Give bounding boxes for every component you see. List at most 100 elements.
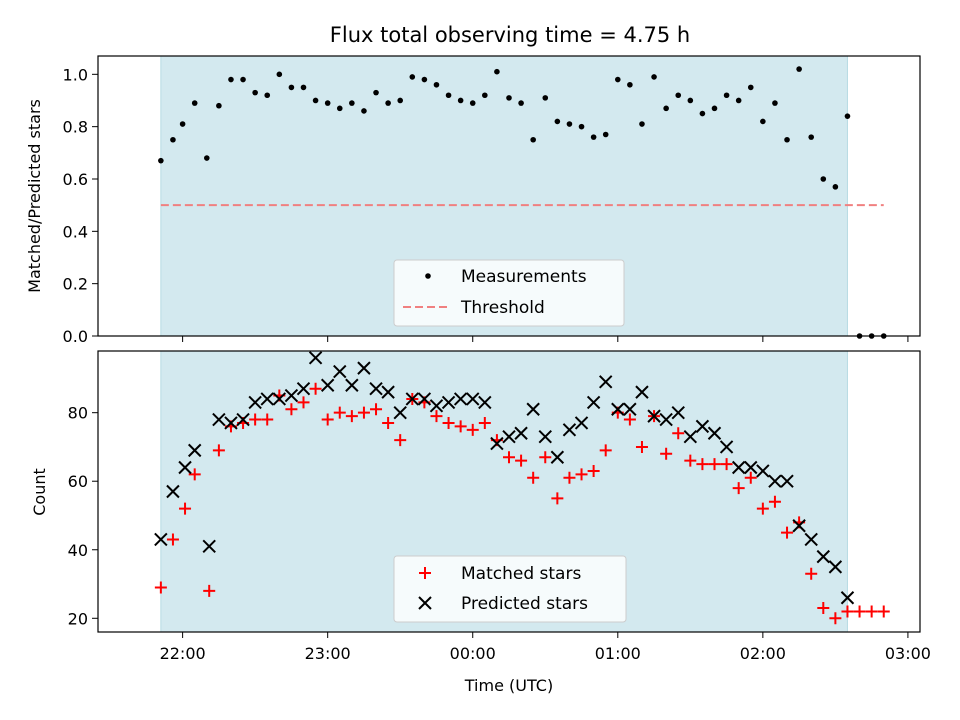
matched-star-point bbox=[394, 434, 407, 447]
y-tick-label: 1.0 bbox=[63, 65, 88, 84]
measurement-point bbox=[832, 184, 839, 190]
predicted-star-point bbox=[574, 416, 589, 430]
matched-star-point bbox=[623, 413, 636, 426]
matched-star-point bbox=[817, 602, 830, 615]
predicted-star-point bbox=[695, 419, 710, 434]
predicted-star-point bbox=[611, 402, 625, 416]
y-axis-label-bottom: Count bbox=[30, 468, 49, 516]
legend-measurements-marker bbox=[425, 273, 431, 279]
plot-frame-bottom bbox=[97, 350, 921, 633]
x-tick-label: 02:00 bbox=[740, 644, 786, 663]
measurement-point bbox=[639, 121, 645, 127]
predicted-star-point bbox=[166, 484, 180, 499]
measurement-point bbox=[421, 76, 428, 83]
predicted-star-point bbox=[598, 375, 613, 389]
matched-star-point bbox=[865, 605, 878, 618]
matched-star-point bbox=[853, 605, 866, 618]
matched-star-point bbox=[188, 468, 201, 481]
measurement-point bbox=[614, 76, 621, 83]
predicted-star-point bbox=[744, 460, 758, 475]
matched-star-point bbox=[249, 413, 262, 426]
predicted-star-point bbox=[284, 388, 299, 403]
predicted-star-point bbox=[466, 392, 480, 406]
y-tick-label: 60 bbox=[68, 472, 88, 491]
measurement-point bbox=[530, 136, 536, 143]
matched-star-point bbox=[781, 526, 794, 539]
measurement-point bbox=[796, 66, 802, 72]
measurement-point bbox=[397, 97, 404, 104]
matched-star-point bbox=[370, 403, 383, 416]
matched-star-point bbox=[805, 567, 818, 580]
predicted-star-point bbox=[272, 392, 287, 406]
measurement-point bbox=[506, 95, 512, 101]
predicted-star-point bbox=[647, 409, 661, 423]
y-tick-label: 80 bbox=[68, 404, 88, 423]
matched-star-point bbox=[744, 471, 757, 484]
predicted-star-point bbox=[804, 532, 818, 547]
measurement-point bbox=[651, 74, 657, 80]
predicted-star-point bbox=[719, 440, 734, 454]
y-tick-label: 20 bbox=[68, 609, 88, 628]
predicted-star-point bbox=[248, 395, 262, 410]
y-axis-label-top: Matched/Predicted stars bbox=[25, 99, 44, 293]
x-tick-label: 23:00 bbox=[305, 644, 351, 663]
y-tick-label: 0.6 bbox=[63, 170, 88, 189]
measurement-point bbox=[433, 81, 440, 88]
matched-star-point bbox=[599, 444, 612, 457]
measurement-point bbox=[276, 71, 283, 78]
measurement-point bbox=[566, 121, 573, 127]
predicted-star-point bbox=[453, 392, 468, 406]
predicted-star-point bbox=[768, 474, 782, 488]
predicted-star-point bbox=[417, 392, 432, 406]
measurement-point bbox=[300, 84, 307, 91]
matched-star-point bbox=[285, 403, 298, 416]
measurement-point bbox=[240, 76, 246, 83]
predicted-star-point bbox=[429, 399, 444, 413]
predicted-star-point bbox=[671, 405, 685, 420]
matched-star-point bbox=[321, 413, 334, 426]
measurement-point bbox=[385, 100, 391, 106]
matched-star-point bbox=[454, 420, 467, 433]
matched-star-point bbox=[154, 581, 167, 594]
y-tick-label: 0.4 bbox=[63, 222, 88, 241]
matched-star-point bbox=[829, 612, 842, 625]
measurement-point bbox=[711, 105, 718, 112]
measurement-point bbox=[723, 92, 730, 99]
predicted-star-point bbox=[707, 426, 722, 440]
matched-star-point bbox=[345, 410, 358, 423]
matched-star-point bbox=[877, 605, 890, 618]
measurement-point bbox=[578, 123, 585, 130]
measurement-point bbox=[409, 74, 416, 80]
predicted-star-point bbox=[345, 378, 359, 392]
matched-star-point bbox=[382, 416, 395, 429]
matched-star-point bbox=[575, 468, 588, 481]
measurement-point bbox=[735, 97, 742, 104]
measurement-point bbox=[324, 100, 331, 106]
x-tick-label: 03:00 bbox=[885, 644, 931, 663]
predicted-star-point bbox=[296, 381, 311, 396]
legend-threshold-label: Threshold bbox=[460, 298, 545, 318]
measurement-point bbox=[590, 134, 597, 140]
y-tick-label: 40 bbox=[68, 541, 88, 560]
x-tick-label: 22:00 bbox=[160, 644, 206, 663]
matched-star-point bbox=[309, 382, 322, 395]
measurement-point bbox=[482, 92, 488, 99]
matched-star-point bbox=[515, 454, 528, 467]
ratio-panel: 0.0 0.2 0.4 0.6 0.8 1.0 Matched/Predicted sta… bbox=[25, 55, 921, 346]
matched-star-point bbox=[708, 458, 721, 471]
measurement-point bbox=[349, 100, 355, 106]
predicted-star-point bbox=[828, 560, 843, 574]
predicted-star-point bbox=[635, 385, 649, 399]
predicted-star-point bbox=[683, 429, 698, 444]
predicted-star-point bbox=[792, 519, 806, 533]
matched-star-point bbox=[563, 471, 576, 484]
predicted-star-point bbox=[369, 381, 383, 396]
predicted-star-point bbox=[623, 402, 637, 416]
predicted-star-point bbox=[538, 429, 552, 444]
predicted-star-point bbox=[357, 361, 371, 375]
matched-star-point bbox=[551, 492, 564, 505]
measurement-point bbox=[312, 97, 319, 104]
predicted-star-point bbox=[202, 539, 216, 554]
matched-star-point bbox=[478, 416, 491, 429]
matched-star-point bbox=[684, 454, 697, 467]
